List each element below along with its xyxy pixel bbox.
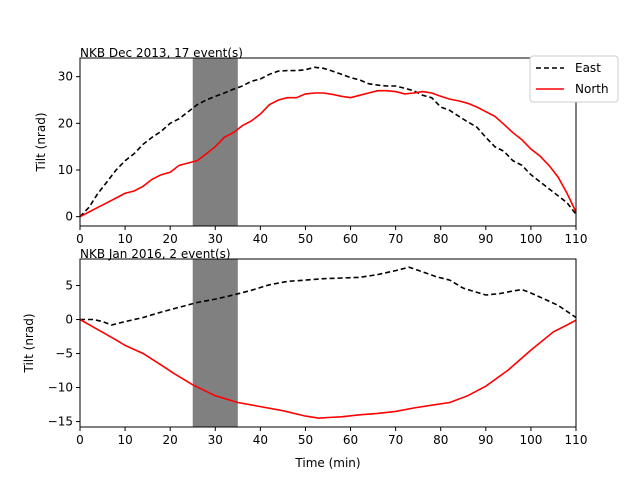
bottom-shaded-span — [192, 259, 238, 427]
top-y-ticks: 0 10 20 30 — [58, 70, 80, 224]
legend-east-label: East — [575, 61, 601, 75]
bottom-x-tick-label: 60 — [343, 433, 358, 447]
top-x-tick-label: 60 — [343, 232, 358, 246]
top-x-tick-label: 10 — [117, 232, 132, 246]
bottom-x-tick-label: 30 — [208, 433, 223, 447]
top-series-group — [79, 66, 577, 218]
bottom-x-tick-label: 110 — [565, 433, 588, 447]
bottom-x-tick-label: 50 — [298, 433, 313, 447]
top-x-tick-label: 50 — [298, 232, 313, 246]
top-title: NKB Dec 2013, 17 event(s) — [80, 46, 243, 60]
top-y-tick-label: 20 — [58, 116, 73, 130]
bottom-x-tick-label: 20 — [163, 433, 178, 447]
top-x-tick-label: 80 — [433, 232, 448, 246]
top-x-tick-label: 30 — [208, 232, 223, 246]
top-y-axis-label: Tilt (nrad) — [34, 112, 48, 172]
top-north-series-line — [79, 89, 577, 218]
top-x-tick-label: 70 — [388, 232, 403, 246]
bottom-series-group — [79, 266, 577, 420]
bottom-x-tick-label: 80 — [433, 433, 448, 447]
bottom-title: NKB Jan 2016, 2 event(s) — [80, 247, 231, 261]
top-shaded-span — [192, 58, 238, 226]
top-x-tick-label: 90 — [478, 232, 493, 246]
legend: East North — [529, 55, 619, 103]
top-subplot: 0 10 20 30 40 50 60 70 80 90 100 110 0 10 20 30 NKB De… — [34, 46, 587, 246]
top-x-tick-label: 40 — [253, 232, 268, 246]
top-x-tick-label: 110 — [565, 232, 588, 246]
bottom-north-series-line — [79, 318, 577, 420]
bottom-x-ticks: 0 10 20 30 40 50 60 70 80 90 100 110 — [76, 427, 587, 447]
bottom-x-tick-label: 90 — [478, 433, 493, 447]
bottom-axes-frame — [79, 258, 577, 428]
bottom-y-tick-label: −5 — [55, 347, 73, 361]
bottom-y-tick-label: 0 — [65, 313, 73, 327]
top-x-tick-label: 100 — [519, 232, 542, 246]
bottom-east-series-line — [80, 266, 577, 326]
top-y-tick-label: 10 — [58, 163, 73, 177]
top-x-tick-label: 0 — [76, 232, 84, 246]
bottom-y-ticks: 5 0 −5 −10 −15 — [48, 279, 80, 429]
bottom-y-tick-label: 5 — [65, 279, 73, 293]
bottom-x-tick-label: 70 — [388, 433, 403, 447]
bottom-x-tick-label: 40 — [253, 433, 268, 447]
top-x-tick-label: 20 — [163, 232, 178, 246]
bottom-x-tick-label: 0 — [76, 433, 84, 447]
bottom-x-axis-label: Time (min) — [294, 456, 360, 470]
bottom-y-tick-label: −10 — [48, 381, 73, 395]
bottom-subplot: 0 10 20 30 40 50 60 70 80 90 100 110 50−5−10−15 NKB… — [22, 247, 587, 470]
bottom-y-tick-label: −15 — [48, 415, 73, 429]
legend-north-label: North — [575, 82, 609, 96]
top-y-tick-label: 0 — [65, 210, 73, 224]
top-x-ticks: 0 10 20 30 40 50 60 70 80 90 100 110 — [76, 226, 587, 246]
top-y-tick-label: 30 — [58, 70, 73, 84]
bottom-y-axis-label: Tilt (nrad) — [22, 313, 36, 373]
bottom-x-tick-label: 10 — [117, 433, 132, 447]
bottom-x-tick-label: 100 — [519, 433, 542, 447]
top-east-series-line — [79, 66, 577, 218]
top-axes-frame — [79, 57, 577, 227]
